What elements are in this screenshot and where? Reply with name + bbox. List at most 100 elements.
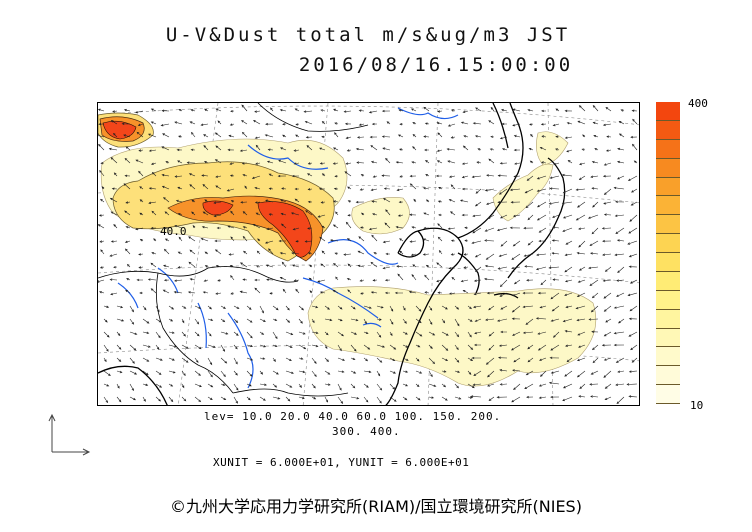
wind-arrow — [490, 135, 495, 139]
wind-arrow — [324, 383, 331, 386]
wind-arrow — [178, 108, 183, 112]
wind-arrow — [113, 224, 118, 229]
wind-arrow — [230, 292, 235, 295]
wind-arrow — [151, 252, 157, 255]
wind-arrow — [163, 248, 170, 255]
wind-arrow — [161, 185, 170, 190]
wind-arrow — [537, 344, 547, 351]
wind-arrow — [564, 136, 573, 139]
wind-arrow — [142, 331, 150, 334]
wind-arrow — [109, 278, 118, 281]
wind-arrow — [523, 226, 534, 230]
wind-arrow — [525, 370, 534, 376]
wind-arrow — [252, 223, 261, 229]
wind-arrow — [164, 211, 170, 216]
wind-arrow — [142, 344, 151, 348]
wind-arrow — [496, 396, 508, 399]
wind-arrow — [376, 305, 384, 309]
wind-arrow — [233, 396, 238, 404]
wind-arrow — [350, 383, 356, 389]
wind-arrow — [207, 383, 214, 388]
wind-arrow — [435, 174, 442, 178]
wind-arrow — [246, 357, 254, 361]
wind-arrow — [200, 238, 209, 242]
wind-arrow — [178, 135, 183, 138]
wind-arrow — [402, 396, 408, 401]
wind-arrow — [337, 331, 344, 337]
wind-arrow — [629, 305, 638, 312]
wind-arrow — [138, 149, 144, 152]
wind-arrow — [293, 149, 300, 152]
wind-arrow — [255, 212, 261, 216]
wind-arrow — [272, 396, 281, 400]
wind-arrow — [181, 383, 185, 389]
wind-arrow — [177, 186, 183, 190]
wind-arrow — [242, 174, 248, 177]
wind-arrow — [129, 305, 134, 313]
colorbar-swatch — [656, 347, 680, 367]
wind-arrow — [592, 104, 599, 112]
wind-arrow — [191, 211, 196, 216]
wind-arrow — [100, 249, 105, 255]
wind-arrow — [293, 162, 300, 165]
wind-arrow — [576, 318, 586, 322]
wind-arrow — [538, 227, 547, 233]
wind-arrow — [498, 356, 508, 359]
wind-arrow — [203, 161, 209, 164]
wind-arrow — [233, 305, 240, 309]
wind-arrow — [576, 370, 586, 378]
wind-arrow — [110, 211, 118, 216]
wind-arrow — [564, 330, 573, 333]
wind-arrow — [370, 188, 378, 191]
wind-arrow — [402, 370, 409, 373]
wind-arrow — [163, 197, 170, 203]
wind-arrow — [488, 158, 495, 164]
wind-arrow — [357, 136, 365, 139]
wind-arrow — [148, 187, 157, 190]
wind-arrow — [415, 331, 423, 337]
wind-arrow — [601, 344, 612, 347]
wind-arrow — [577, 201, 586, 208]
wind-arrow — [272, 370, 279, 375]
wind-arrow — [613, 343, 625, 347]
wind-arrow — [124, 174, 131, 178]
wind-arrow — [617, 266, 625, 274]
wind-arrow — [376, 370, 381, 377]
wind-arrow — [376, 383, 383, 391]
wind-arrow — [485, 357, 495, 365]
wind-arrow — [246, 318, 253, 323]
wind-arrow — [337, 383, 342, 391]
wind-arrow — [191, 199, 196, 203]
wind-arrow — [376, 396, 382, 404]
wind-arrow — [461, 187, 468, 191]
wind-arrow — [590, 252, 599, 255]
wind-arrow — [575, 214, 586, 221]
wind-arrow — [425, 199, 430, 203]
wind-arrow — [441, 305, 448, 310]
wind-arrow — [603, 305, 612, 312]
wind-arrow — [512, 369, 521, 372]
wind-arrow — [467, 396, 473, 399]
wind-arrow — [332, 147, 339, 151]
wind-arrow — [111, 187, 118, 190]
wind-arrow — [402, 383, 409, 387]
wind-arrow — [409, 174, 417, 178]
wind-arrow — [454, 344, 459, 351]
wind-arrow — [438, 187, 443, 190]
wind-arrow — [292, 264, 300, 268]
wind-arrow — [320, 263, 326, 268]
wind-arrow — [591, 330, 599, 333]
wind-arrow — [472, 214, 482, 218]
wind-arrow — [123, 108, 131, 112]
wind-arrow — [147, 278, 157, 281]
wind-arrow — [268, 213, 274, 216]
wind-arrow — [412, 133, 417, 138]
wind-arrow — [497, 174, 508, 177]
wind-arrow — [628, 395, 638, 398]
wind-arrow — [395, 161, 404, 164]
wind-arrow — [513, 357, 521, 363]
wind-arrow — [285, 318, 291, 323]
wind-arrow — [363, 331, 369, 334]
wind-arrow — [382, 147, 391, 151]
wind-arrow — [514, 162, 521, 165]
